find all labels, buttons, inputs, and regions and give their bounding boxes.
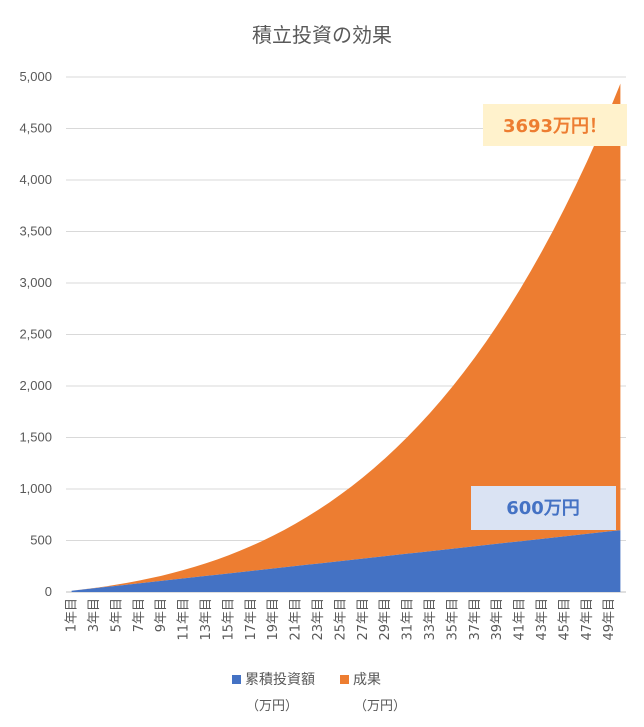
- x-tick-label: 15年目: [221, 598, 236, 641]
- x-tick-label: 33年目: [423, 598, 438, 641]
- y-tick-label: 2,000: [19, 378, 52, 393]
- x-tick-label: 39年目: [490, 598, 505, 641]
- annotation-total: 3693万円！: [503, 116, 607, 137]
- legend-unit-investment: （万円）: [246, 699, 298, 714]
- legend: 累積投資額 成果 （万円） （万円）: [232, 672, 406, 714]
- x-tick-label: 11年目: [177, 598, 192, 641]
- x-tick-label: 29年目: [378, 598, 393, 641]
- y-tick-label: 1,500: [19, 430, 52, 445]
- x-tick-label: 1年目: [65, 598, 80, 632]
- y-tick-label: 4,500: [19, 121, 52, 136]
- x-tick-label: 9年目: [154, 598, 169, 632]
- annotation-box-total: [483, 104, 627, 146]
- x-tick-label: 41年目: [513, 598, 528, 641]
- y-tick-label: 3,000: [19, 275, 52, 290]
- x-tick-label: 19年目: [266, 598, 281, 641]
- x-tick-label: 17年目: [244, 598, 259, 641]
- legend-swatch-result: [340, 675, 349, 684]
- annotation-box-invested: [471, 486, 616, 530]
- area-series-investment: [71, 530, 621, 592]
- y-tick-label: 1,000: [19, 481, 52, 496]
- x-tick-label: 13年目: [199, 598, 214, 641]
- x-tick-label: 49年目: [602, 598, 617, 641]
- chart-title: 積立投資の効果: [252, 23, 392, 47]
- x-tick-label: 23年目: [311, 598, 326, 641]
- y-tick-label: 3,500: [19, 224, 52, 239]
- annotation-invested: 600万円: [506, 498, 580, 519]
- legend-unit-result: （万円）: [354, 699, 406, 714]
- legend-label-result: 成果: [353, 672, 381, 688]
- y-tick-label: 500: [30, 533, 52, 548]
- x-tick-label: 7年目: [132, 598, 147, 632]
- area-series-result: [71, 83, 621, 591]
- y-tick-label: 2,500: [19, 327, 52, 342]
- x-tick-label: 25年目: [333, 598, 348, 641]
- x-tick-label: 27年目: [356, 598, 371, 641]
- x-tick-label: 45年目: [557, 598, 572, 641]
- y-tick-label: 0: [45, 584, 52, 599]
- y-tick-label: 5,000: [19, 69, 52, 84]
- x-tick-label: 47年目: [580, 598, 595, 641]
- x-tick-label: 35年目: [445, 598, 460, 641]
- legend-label-investment: 累積投資額: [245, 672, 315, 688]
- x-axis: 1年目 3年目 5年目 7年目 9年目 11年目 13年目 15年目 17年目 19年目 21年目 2…: [65, 598, 618, 641]
- x-tick-label: 3年目: [87, 598, 102, 632]
- x-tick-label: 5年目: [109, 598, 124, 632]
- legend-swatch-investment: [232, 675, 241, 684]
- x-tick-label: 43年目: [535, 598, 550, 641]
- plot-area: [71, 83, 621, 592]
- x-tick-label: 37年目: [468, 598, 483, 641]
- y-axis: 0 500 1,000 1,500 2,000 2,500 3,000 3,500 4,000 4…: [19, 69, 52, 599]
- x-tick-label: 31年目: [401, 598, 416, 641]
- y-tick-label: 4,000: [19, 172, 52, 187]
- x-tick-label: 21年目: [289, 598, 304, 641]
